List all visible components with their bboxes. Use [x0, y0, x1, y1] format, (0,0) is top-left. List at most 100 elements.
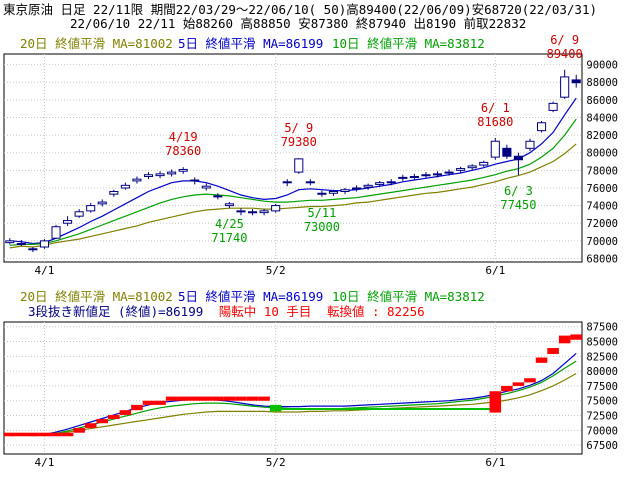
brick-up [15, 432, 28, 437]
lower-plot-frame [3, 321, 583, 455]
lower-xtick-label: 4/1 [35, 456, 55, 469]
upper-ytick-label: 76000 [586, 183, 618, 195]
low-annotation-date: 5/11 [307, 206, 336, 220]
candle-body-up [294, 158, 304, 173]
upper-ytick-label: 90000 [586, 60, 618, 72]
candle-body-up [224, 203, 234, 207]
candle-body-up [155, 173, 165, 177]
candle-body-up [409, 176, 419, 179]
upper-ma20-line [9, 143, 577, 249]
upper-xtick-label: 6/1 [485, 264, 505, 277]
candle-body-up [536, 122, 547, 132]
candle-body-up [352, 187, 362, 190]
upper-ytick-label: 74000 [586, 201, 618, 213]
low-annotation-date: 4/25 [215, 217, 244, 231]
lower-ytick-label: 82500 [586, 351, 618, 363]
brick-up [84, 423, 97, 428]
header-line2: 22/06/10 22/11 始88260 高88850 安87380 終879… [70, 16, 526, 31]
brick-up [27, 432, 39, 437]
brick-up [4, 432, 16, 437]
brick-up [258, 396, 270, 401]
lower-ytick-label: 67500 [586, 440, 618, 452]
candle-body-up [63, 220, 73, 224]
candle-body-up [305, 181, 315, 184]
candle-body-up [363, 184, 373, 188]
lower-xtick-label: 6/1 [485, 456, 505, 469]
candle-body-up [201, 185, 211, 189]
brick-up [142, 400, 155, 405]
candle-body-up [375, 182, 385, 185]
lower-ytick-label: 72500 [586, 411, 618, 423]
candle-body-up [525, 140, 535, 149]
high-annotation-value: 79380 [281, 135, 317, 149]
low-annotation-value: 77450 [500, 198, 536, 212]
high-annotation-value: 81680 [477, 115, 513, 129]
newprice-prefix: 3段抜き新値足 (終値)=86199 [28, 304, 203, 319]
brick-up [512, 382, 525, 386]
candle-body-down [502, 147, 512, 157]
lower-ytick-label: 87500 [586, 322, 618, 334]
brick-up [108, 414, 120, 420]
lower-legend-ma10: 10日 終値平滑 MA=83812 [332, 289, 485, 304]
upper-ytick-label: 86000 [586, 95, 618, 107]
low-annotation-value: 73000 [304, 220, 340, 234]
brick-up [223, 396, 236, 401]
upper-xtick-label: 5/2 [266, 264, 286, 277]
brick-up [535, 357, 548, 363]
upper-ma5-line [9, 97, 577, 245]
candle-body-up [398, 176, 408, 179]
brick-up [547, 348, 559, 354]
candle-body-up [282, 181, 292, 184]
candle-body-up [467, 165, 477, 169]
newprice-status: 陽転中 10 手目 [219, 304, 312, 319]
upper-ytick-label: 82000 [586, 130, 618, 142]
header-line1: 東京原油 日足 22/11限 期間22/03/29～22/06/10( 50)高… [3, 2, 597, 17]
brick-up [177, 396, 189, 401]
candle-body-down [571, 79, 581, 84]
candle-body-up [5, 240, 15, 244]
candle-body-up [548, 102, 558, 111]
upper-ytick-label: 80000 [586, 148, 618, 160]
candle-body-up [109, 190, 119, 195]
high-annotation-date: 5/ 9 [284, 121, 313, 135]
newprice-reverse: 転換値 : 82256 [327, 304, 425, 319]
brick-up [188, 396, 201, 401]
brick-up [570, 334, 582, 340]
upper-ytick-label: 88000 [586, 77, 618, 89]
candle-body-down [16, 242, 26, 245]
brick-up [119, 410, 132, 415]
brick-up [246, 396, 259, 401]
brick-up [73, 427, 85, 433]
brick-up [96, 419, 109, 424]
brick-up [212, 396, 224, 401]
brick-up [235, 396, 247, 401]
legend-ma10: 10日 終値平滑 MA=83812 [332, 36, 485, 51]
low-annotation-date: 6/ 3 [504, 184, 533, 198]
upper-ytick-label: 68000 [586, 253, 618, 265]
candle-body-up [456, 168, 466, 171]
lower-xtick-label: 5/2 [266, 456, 286, 469]
high-annotation-date: 4/19 [169, 130, 198, 144]
candle-body-up [39, 240, 50, 248]
candle-body-up [190, 179, 200, 182]
candle-body-up [560, 76, 570, 98]
legend-ma20: 20日 終値平滑 MA=81002 [20, 36, 173, 51]
candle-body-up [328, 190, 339, 194]
brick-up [501, 385, 513, 392]
candle-body-up [213, 195, 223, 198]
lower-ytick-label: 77500 [586, 381, 618, 393]
candle-body-up [386, 181, 396, 184]
newprice-info: 3段抜き新値足 (終値)=86199 陽転中 10 手目 転換値 : 82256 [28, 304, 425, 319]
candle-body-up [432, 173, 443, 176]
candle-body-up [271, 205, 281, 212]
candle-body-up [74, 211, 84, 217]
candle-body-up [490, 140, 500, 158]
brick-up [165, 396, 178, 401]
high-annotation-date: 6/ 9 [550, 33, 579, 47]
upper-xtick-label: 4/1 [35, 264, 55, 277]
candle-body-up [28, 248, 38, 251]
candle-body-up [86, 205, 96, 212]
lower-ma20-line [9, 372, 577, 437]
candle-body-up [178, 168, 188, 172]
